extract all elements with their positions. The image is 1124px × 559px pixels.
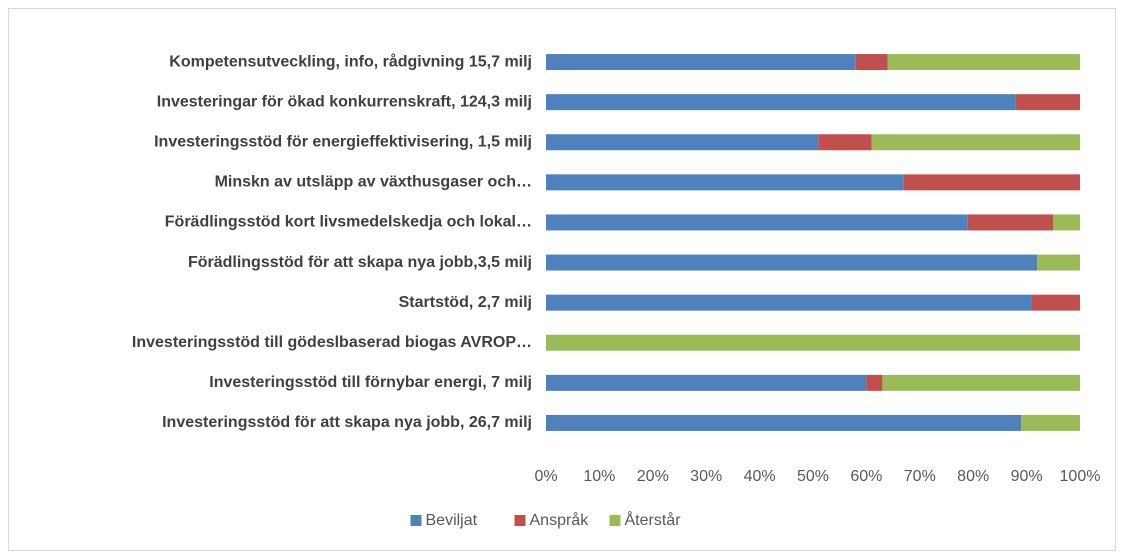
legend-label: Beviljat [426, 512, 478, 529]
bar-segment [546, 94, 1016, 111]
y-tick-label: Investeringar för ökad konkurrenskraft, … [157, 93, 532, 110]
bar-segment [967, 214, 1054, 231]
bar-segment [887, 54, 1080, 71]
bar-segment [546, 374, 867, 391]
bar-segment [546, 214, 968, 231]
y-tick-label: Investeringsstöd för att skapa nya jobb,… [162, 414, 532, 431]
bar-segment [903, 174, 1080, 191]
bar-segment [546, 334, 1080, 351]
y-tick-label: Förädlingsstöd för att skapa nya jobb,3,… [188, 254, 532, 271]
chart-border [8, 8, 1116, 551]
bar-segment [546, 174, 904, 191]
y-tick-label: Minskn av utsläpp av växthusgaser och… [215, 174, 532, 191]
x-tick-label: 40% [744, 468, 776, 485]
x-tick-label: 10% [583, 468, 615, 485]
y-tick-label: Förädlingsstöd kort livsmedelskedja och … [165, 214, 532, 231]
bar-segment [855, 54, 888, 71]
legend-swatch [514, 515, 526, 526]
bar-segment [1037, 254, 1080, 271]
bar-segment [1015, 94, 1080, 111]
y-tick-label: Investeringsstöd till gödeslbaserad biog… [132, 334, 532, 351]
x-tick-label: 90% [1011, 468, 1043, 485]
y-tick-label: Investeringsstöd för energieffektiviseri… [154, 133, 532, 150]
y-tick-label: Investeringsstöd till förnybar energi, 7… [209, 374, 532, 391]
y-tick-label: Startstöd, 2,7 milj [399, 294, 532, 311]
x-tick-label: 70% [904, 468, 936, 485]
x-tick-label: 50% [797, 468, 829, 485]
x-tick-label: 0% [534, 468, 557, 485]
x-tick-label: 30% [690, 468, 722, 485]
legend-label: Anspråk [530, 511, 590, 529]
x-tick-label: 80% [957, 468, 989, 485]
bar-segment [1031, 294, 1080, 311]
bar-segment [866, 374, 883, 391]
legend-label: Återstår [625, 510, 682, 529]
bar-segment [818, 134, 872, 151]
bar-segment [546, 414, 1022, 431]
bar-segment [882, 374, 1080, 391]
x-tick-label: 60% [850, 468, 882, 485]
bar-segment [1021, 414, 1080, 431]
legend-swatch [410, 515, 422, 526]
bar-segment [1053, 214, 1080, 231]
bar-segment [546, 134, 819, 151]
bar-segment [546, 254, 1038, 271]
bar-segment [546, 54, 856, 71]
bar-segment [871, 134, 1080, 151]
y-tick-label: Kompetensutveckling, info, rådgivning 15… [169, 52, 532, 70]
bar-segment [546, 294, 1032, 311]
x-tick-label: 20% [637, 468, 669, 485]
x-tick-label: 100% [1060, 468, 1101, 485]
legend-swatch [609, 515, 621, 526]
